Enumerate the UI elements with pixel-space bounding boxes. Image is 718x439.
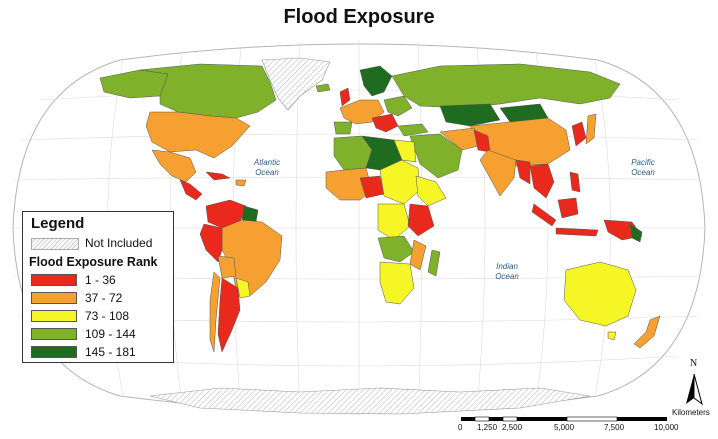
egypt	[393, 139, 417, 163]
iberia	[333, 121, 353, 135]
scale-tick-label: 1,250	[477, 423, 498, 432]
pacific-ocean-label: Pacific Ocean	[618, 158, 668, 178]
uk	[339, 87, 351, 107]
north-arrow-icon	[686, 373, 703, 406]
congo	[377, 203, 411, 241]
iceland	[315, 83, 331, 93]
kazakhstan	[439, 103, 501, 127]
scale-tick-label: 2,500	[502, 423, 523, 432]
legend-row: 37 - 72	[31, 291, 171, 306]
indian-line-1: Indian	[496, 262, 518, 271]
philippines	[569, 171, 581, 193]
indian-line-2: Ocean	[495, 272, 519, 281]
bangladesh-myanmar	[515, 159, 531, 185]
russia	[391, 63, 621, 109]
legend-label: 37 - 72	[85, 291, 123, 305]
legend-swatch	[31, 346, 77, 358]
legend-label: 109 - 144	[85, 327, 136, 341]
legend-title: Legend	[31, 215, 85, 232]
new-zealand	[633, 315, 661, 349]
argentina	[217, 277, 241, 353]
pacific-line-1: Pacific	[631, 158, 655, 167]
atlantic-line-2: Ocean	[255, 168, 279, 177]
peru-ecuador	[199, 223, 223, 263]
legend-row: 109 - 144	[31, 327, 171, 342]
scale-tick-label: 10,000	[654, 423, 679, 432]
rank-title: Flood Exposure Rank	[29, 255, 158, 269]
greenland-not-included	[261, 57, 331, 111]
legend-swatch	[31, 310, 77, 322]
middle-east	[409, 133, 463, 179]
legend-swatch	[31, 292, 77, 304]
indian-ocean-label: Indian Ocean	[482, 262, 532, 282]
scale-tick-label: 7,500	[604, 423, 625, 432]
scale-unit: Kilometers	[672, 408, 710, 417]
legend-row: 1 - 36	[31, 273, 171, 288]
not-included-label: Not Included	[85, 236, 153, 250]
tasmania	[607, 331, 617, 341]
png	[629, 223, 643, 243]
legend-label: 145 - 181	[85, 345, 136, 359]
madagascar	[427, 249, 441, 277]
paraguay-uruguay	[235, 277, 251, 299]
scandinavia	[359, 65, 393, 97]
scale-tick-label: 0	[458, 423, 463, 432]
southeast-asia	[529, 163, 555, 199]
angola-zambia	[377, 235, 415, 263]
indonesia-sumatra	[531, 203, 557, 227]
australia	[563, 261, 637, 327]
legend-swatch	[31, 328, 77, 340]
eastern-europe	[383, 95, 413, 117]
pacific-line-2: Ocean	[631, 168, 655, 177]
central-america	[179, 179, 203, 201]
north-label: N	[690, 358, 698, 369]
indonesia-borneo	[557, 197, 579, 219]
legend-label: 1 - 36	[85, 273, 116, 287]
usa	[145, 111, 251, 159]
atlantic-ocean-label: Atlantic Ocean	[242, 158, 292, 178]
horn-of-africa	[415, 175, 447, 207]
cuba	[205, 171, 231, 181]
mozambique	[409, 239, 427, 271]
not-included-swatch	[31, 238, 79, 250]
chile	[209, 271, 221, 353]
legend-swatch	[31, 274, 77, 286]
turkey	[397, 123, 429, 137]
legend-label: 73 - 108	[85, 309, 130, 323]
italy-balkans	[371, 113, 399, 133]
legend-panel: Legend Not Included Flood Exposure Rank …	[22, 211, 174, 363]
antarctica-not-included	[149, 387, 591, 415]
east-africa	[407, 203, 435, 237]
japan	[585, 113, 597, 145]
legend-row: 145 - 181	[31, 345, 171, 360]
map-title: Flood Exposure	[283, 6, 435, 28]
hispaniola	[235, 179, 247, 187]
korea-japan	[571, 121, 587, 147]
indonesia-java	[555, 227, 599, 237]
legend-row: 73 - 108	[31, 309, 171, 324]
bolivia	[217, 255, 237, 279]
scale-bar-graphic	[461, 416, 667, 422]
southern-africa	[379, 261, 415, 305]
scale-tick-label: 5,000	[554, 423, 575, 432]
atlantic-line-1: Atlantic	[253, 158, 281, 167]
mexico	[151, 149, 197, 183]
